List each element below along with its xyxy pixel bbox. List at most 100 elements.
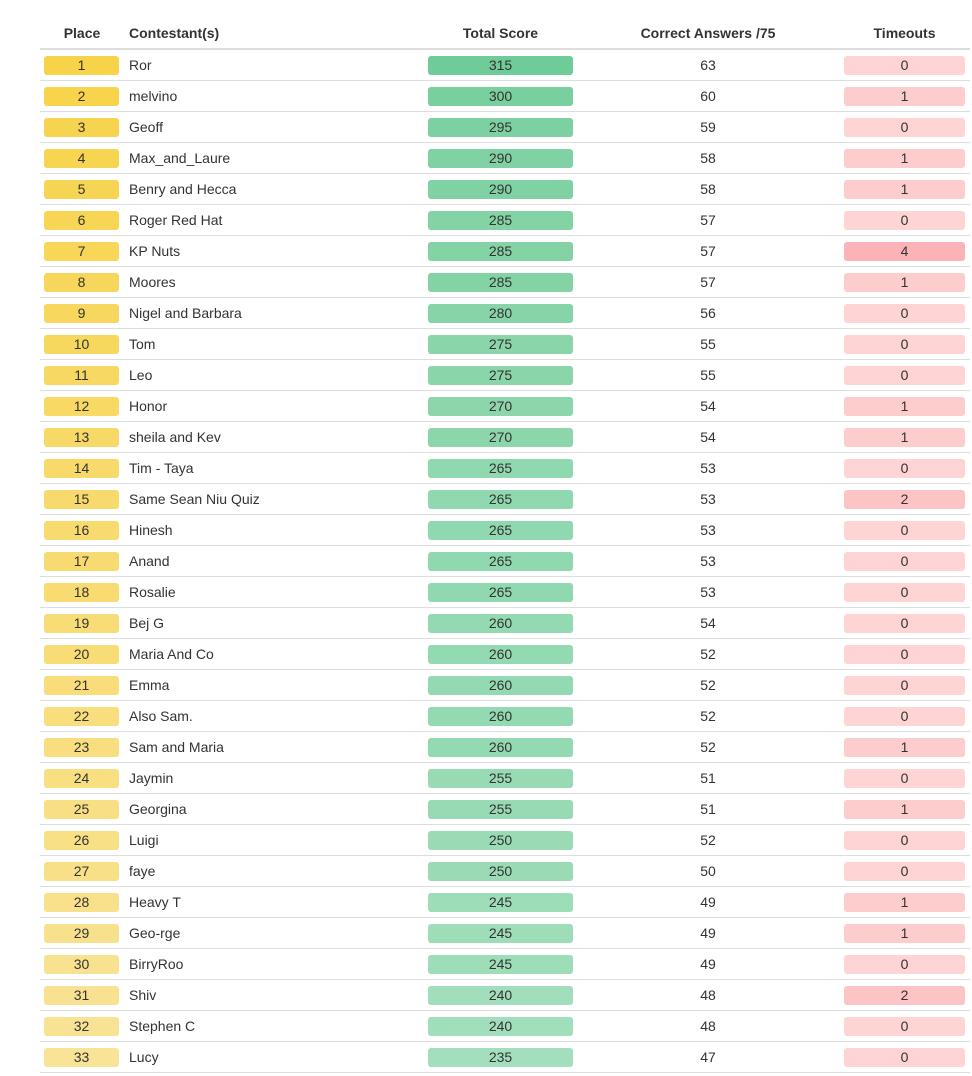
place-badge: 18	[44, 583, 119, 602]
place-badge: 6	[44, 211, 119, 230]
table-row[interactable]: 31 Shiv 240 48 2	[40, 980, 970, 1011]
total-score-badge: 240	[428, 1017, 573, 1036]
header-timeouts[interactable]: Timeouts	[873, 25, 936, 41]
correct-answers-value: 56	[700, 305, 716, 321]
correct-answers-value: 49	[700, 925, 716, 941]
correct-answers-value: 58	[700, 181, 716, 197]
total-score-badge: 285	[428, 242, 573, 261]
timeouts-badge: 1	[844, 428, 965, 447]
total-score-badge: 270	[428, 397, 573, 416]
timeouts-badge: 2	[844, 986, 965, 1005]
table-row[interactable]: 22 Also Sam. 260 52 0	[40, 701, 970, 732]
table-row[interactable]: 25 Georgina 255 51 1	[40, 794, 970, 825]
table-row[interactable]: 19 Bej G 260 54 0	[40, 608, 970, 639]
header-contestants[interactable]: Contestant(s)	[129, 25, 220, 41]
correct-answers-value: 54	[700, 615, 716, 631]
table-row[interactable]: 27 faye 250 50 0	[40, 856, 970, 887]
table-row[interactable]: 13 sheila and Kev 270 54 1	[40, 422, 970, 453]
timeouts-badge: 0	[844, 1017, 965, 1036]
place-badge: 14	[44, 459, 119, 478]
contestant-name: Bej G	[129, 615, 165, 631]
correct-answers-value: 57	[700, 243, 716, 259]
table-row[interactable]: 32 Stephen C 240 48 0	[40, 1011, 970, 1042]
table-row[interactable]: 18 Rosalie 265 53 0	[40, 577, 970, 608]
timeouts-badge: 0	[844, 56, 965, 75]
contestant-name: Luigi	[129, 832, 159, 848]
table-row[interactable]: 8 Moores 285 57 1	[40, 267, 970, 298]
timeouts-badge: 1	[844, 893, 965, 912]
table-row[interactable]: 2 melvino 300 60 1	[40, 81, 970, 112]
timeouts-badge: 0	[844, 552, 965, 571]
contestant-name: Georgina	[129, 801, 187, 817]
correct-answers-value: 54	[700, 398, 716, 414]
contestant-name: melvino	[129, 88, 178, 104]
timeouts-badge: 1	[844, 87, 965, 106]
timeouts-badge: 0	[844, 676, 965, 695]
correct-answers-value: 55	[700, 336, 716, 352]
table-row[interactable]: 20 Maria And Co 260 52 0	[40, 639, 970, 670]
table-row[interactable]: 3 Geoff 295 59 0	[40, 112, 970, 143]
correct-answers-value: 52	[700, 739, 716, 755]
place-badge: 10	[44, 335, 119, 354]
correct-answers-value: 48	[700, 987, 716, 1003]
table-row[interactable]: 12 Honor 270 54 1	[40, 391, 970, 422]
contestant-name: Moores	[129, 274, 176, 290]
table-row[interactable]: 9 Nigel and Barbara 280 56 0	[40, 298, 970, 329]
header-place[interactable]: Place	[63, 25, 101, 41]
contestant-name: Geo-rge	[129, 925, 181, 941]
correct-answers-value: 50	[700, 863, 716, 879]
timeouts-badge: 2	[844, 490, 965, 509]
contestant-name: sheila and Kev	[129, 429, 221, 445]
place-badge: 25	[44, 800, 119, 819]
timeouts-badge: 0	[844, 335, 965, 354]
correct-answers-value: 48	[700, 1018, 716, 1034]
contestant-name: Tim - Taya	[129, 460, 194, 476]
table-row[interactable]: 7 KP Nuts 285 57 4	[40, 236, 970, 267]
table-row[interactable]: 33 Lucy 235 47 0	[40, 1042, 970, 1073]
timeouts-badge: 1	[844, 180, 965, 199]
place-badge: 22	[44, 707, 119, 726]
timeouts-badge: 0	[844, 459, 965, 478]
table-row[interactable]: 5 Benry and Hecca 290 58 1	[40, 174, 970, 205]
table-row[interactable]: 15 Same Sean Niu Quiz 265 53 2	[40, 484, 970, 515]
total-score-badge: 260	[428, 614, 573, 633]
total-score-badge: 315	[428, 56, 573, 75]
timeouts-badge: 4	[844, 242, 965, 261]
timeouts-badge: 1	[844, 397, 965, 416]
place-badge: 29	[44, 924, 119, 943]
table-row[interactable]: 10 Tom 275 55 0	[40, 329, 970, 360]
total-score-badge: 275	[428, 366, 573, 385]
contestant-name: Max_and_Laure	[129, 150, 231, 166]
timeouts-badge: 0	[844, 955, 965, 974]
correct-answers-value: 51	[700, 770, 716, 786]
table-row[interactable]: 11 Leo 275 55 0	[40, 360, 970, 391]
timeouts-badge: 0	[844, 1048, 965, 1067]
place-badge: 8	[44, 273, 119, 292]
table-row[interactable]: 17 Anand 265 53 0	[40, 546, 970, 577]
table-row[interactable]: 26 Luigi 250 52 0	[40, 825, 970, 856]
table-row[interactable]: 24 Jaymin 255 51 0	[40, 763, 970, 794]
table-row[interactable]: 29 Geo-rge 245 49 1	[40, 918, 970, 949]
place-badge: 31	[44, 986, 119, 1005]
table-row[interactable]: 1 Ror 315 63 0	[40, 50, 970, 81]
place-badge: 26	[44, 831, 119, 850]
total-score-badge: 280	[428, 304, 573, 323]
header-total-score[interactable]: Total Score	[462, 25, 539, 41]
contestant-name: Anand	[129, 553, 170, 569]
table-row[interactable]: 28 Heavy T 245 49 1	[40, 887, 970, 918]
table-row[interactable]: 14 Tim - Taya 265 53 0	[40, 453, 970, 484]
total-score-badge: 255	[428, 800, 573, 819]
place-badge: 4	[44, 149, 119, 168]
table-row[interactable]: 4 Max_and_Laure 290 58 1	[40, 143, 970, 174]
contestant-name: Geoff	[129, 119, 163, 135]
place-badge: 15	[44, 490, 119, 509]
table-row[interactable]: 16 Hinesh 265 53 0	[40, 515, 970, 546]
header-correct-answers[interactable]: Correct Answers /75	[640, 25, 776, 41]
table-row[interactable]: 30 BirryRoo 245 49 0	[40, 949, 970, 980]
correct-answers-value: 53	[700, 460, 716, 476]
table-row[interactable]: 21 Emma 260 52 0	[40, 670, 970, 701]
table-row[interactable]: 23 Sam and Maria 260 52 1	[40, 732, 970, 763]
place-badge: 12	[44, 397, 119, 416]
total-score-badge: 250	[428, 862, 573, 881]
table-row[interactable]: 6 Roger Red Hat 285 57 0	[40, 205, 970, 236]
